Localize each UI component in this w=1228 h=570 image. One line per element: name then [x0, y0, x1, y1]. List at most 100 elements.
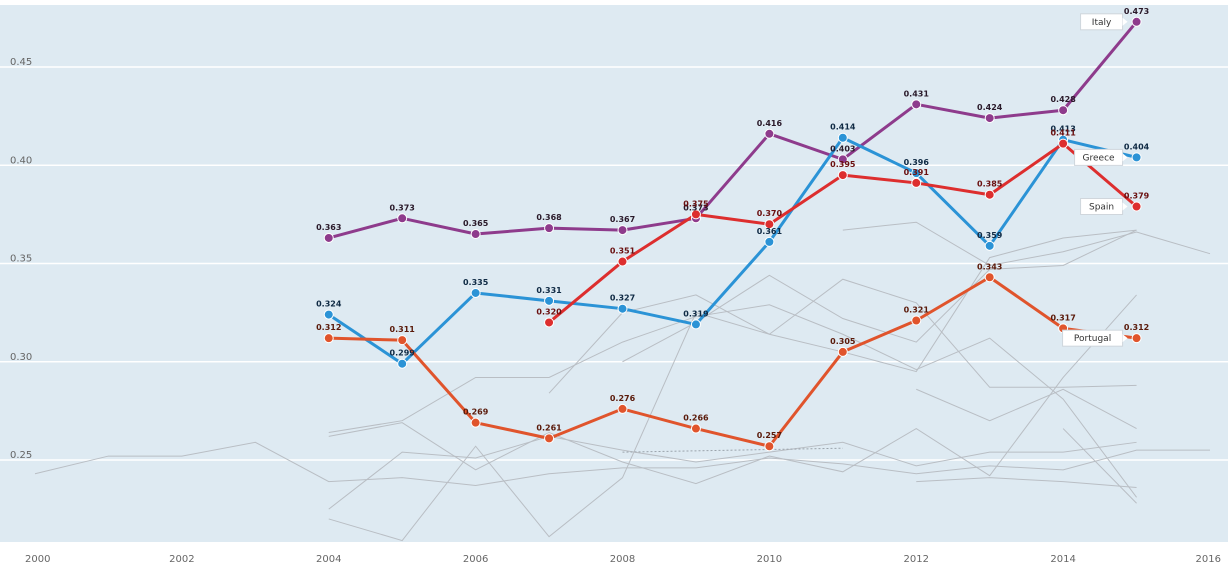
- data-point-italy: [617, 225, 628, 236]
- gridlines: [0, 66, 1228, 461]
- x-axis: 2000 2002 2004 2006 2008 2010 2012 2014 2016: [25, 554, 1221, 565]
- legend-pointer: [1122, 334, 1128, 343]
- data-point-greece: [690, 319, 701, 330]
- data-point-italy: [984, 113, 995, 124]
- data-point-greece: [984, 240, 995, 251]
- context-line: [328, 304, 1137, 498]
- data-label-spain: 0.351: [610, 247, 636, 256]
- legend-label: Italy: [1092, 18, 1112, 28]
- y-tick-label: 0.30: [10, 352, 32, 363]
- data-point-greece: [1131, 152, 1142, 163]
- data-label-spain: 0.411: [1050, 129, 1076, 138]
- x-tick-label: 2004: [316, 554, 341, 565]
- data-label-greece: 0.413: [1050, 125, 1075, 134]
- y-tick-label: 0.25: [10, 450, 32, 461]
- series-line-greece: [327, 136, 1137, 366]
- legend-pointer: [1122, 17, 1128, 26]
- data-point-greece: [911, 168, 922, 179]
- data-label-italy: 0.428: [1050, 95, 1076, 104]
- data-label-spain: 0.391: [904, 168, 930, 177]
- legend-item-greece: Greece: [1074, 148, 1128, 166]
- data-label-greece: 0.327: [610, 294, 635, 303]
- legend-pointer: [1122, 202, 1128, 211]
- data-label-greece: 0.361: [757, 227, 783, 236]
- data-labels: 0.363 0.373 0.365 0.368 0.367 0.373 0.416 0.403…: [316, 7, 1150, 440]
- data-label-greece: 0.324: [316, 300, 342, 309]
- data-label-greece: 0.299: [390, 349, 416, 358]
- data-point-italy: [1131, 16, 1142, 27]
- series-line-portugal: [328, 275, 1137, 448]
- y-tick-label: 0.35: [10, 254, 32, 265]
- data-point-italy: [470, 229, 481, 240]
- data-point-spain: [1131, 201, 1142, 212]
- data-point-italy: [911, 99, 922, 110]
- data-label-italy: 0.367: [610, 215, 635, 224]
- data-label-italy: 0.416: [757, 119, 783, 128]
- data-point-portugal: [1131, 333, 1142, 344]
- data-point-greece: [470, 287, 481, 298]
- context-lines: [34, 221, 1211, 542]
- context-line: [842, 221, 1211, 266]
- data-label-greece: 0.319: [683, 309, 709, 318]
- data-point-italy: [764, 128, 775, 139]
- legend-label: Portugal: [1074, 334, 1111, 344]
- data-label-spain: 0.385: [977, 180, 1003, 189]
- data-point-spain: [617, 256, 628, 267]
- data-point-greece: [323, 309, 334, 320]
- data-point-greece: [617, 303, 628, 314]
- highlighted-series: [323, 16, 1142, 452]
- data-point-italy: [323, 232, 334, 243]
- data-point-spain: [1058, 138, 1069, 149]
- data-point-spain: [764, 219, 775, 230]
- data-label-portugal: 0.317: [1050, 313, 1075, 322]
- data-point-portugal: [397, 335, 408, 346]
- x-tick-label: 2002: [169, 554, 194, 565]
- data-point-portugal: [764, 441, 775, 452]
- legend-item-spain: Spain: [1080, 198, 1128, 216]
- y-tick-label: 0.45: [10, 57, 32, 68]
- data-point-portugal: [837, 346, 848, 357]
- data-label-italy: 0.368: [536, 213, 562, 222]
- data-label-italy: 0.424: [977, 103, 1003, 112]
- x-tick-label: 2006: [463, 554, 488, 565]
- data-point-italy: [837, 154, 848, 165]
- legend-label: Spain: [1089, 203, 1114, 213]
- data-label-greece: 0.335: [463, 278, 489, 287]
- x-tick-label: 2014: [1050, 554, 1075, 565]
- data-point-spain: [837, 170, 848, 181]
- data-label-portugal: 0.312: [1124, 323, 1149, 332]
- data-point-portugal: [544, 433, 555, 444]
- data-label-portugal: 0.312: [316, 323, 341, 332]
- data-label-portugal: 0.276: [610, 394, 636, 403]
- data-point-portugal: [470, 417, 481, 428]
- data-label-italy: 0.373: [390, 203, 415, 212]
- context-line: [1062, 428, 1137, 504]
- x-tick-label: 2008: [610, 554, 635, 565]
- x-tick-label: 2000: [25, 554, 50, 565]
- legend-pointer: [1122, 153, 1128, 162]
- context-line-dotted: [622, 447, 843, 453]
- data-label-italy: 0.431: [904, 89, 930, 98]
- y-axis: 0.25 0.30 0.35 0.40 0.45: [10, 57, 32, 461]
- data-point-portugal: [323, 333, 334, 344]
- plot-background: [0, 5, 1228, 542]
- data-point-spain: [911, 177, 922, 188]
- data-label-spain: 0.375: [683, 199, 709, 208]
- data-point-portugal: [984, 272, 995, 283]
- x-tick-label: 2016: [1196, 554, 1221, 565]
- context-line: [916, 477, 1137, 489]
- data-label-italy: 0.403: [830, 144, 855, 153]
- data-label-spain: 0.370: [757, 209, 783, 218]
- context-line: [622, 229, 1137, 363]
- data-label-portugal: 0.261: [536, 423, 562, 432]
- x-tick-label: 2010: [757, 554, 782, 565]
- data-label-portugal: 0.343: [977, 262, 1002, 271]
- context-line: [328, 435, 1137, 510]
- data-point-portugal: [690, 423, 701, 434]
- data-label-italy: 0.473: [1124, 7, 1149, 16]
- data-label-greece: 0.359: [977, 231, 1003, 240]
- data-point-portugal: [911, 315, 922, 326]
- data-label-greece: 0.414: [830, 123, 856, 132]
- data-label-portugal: 0.266: [683, 414, 709, 423]
- data-label-spain: 0.395: [830, 160, 856, 169]
